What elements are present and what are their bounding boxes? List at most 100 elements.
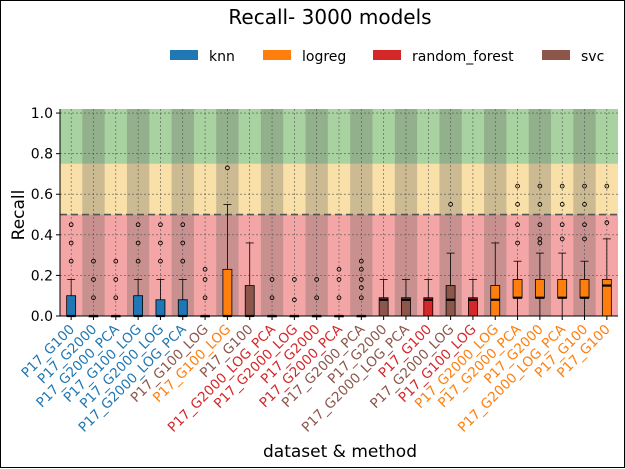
outlier-point [202,266,208,272]
legend-swatch [170,50,198,60]
box-body [177,299,188,317]
box-body [155,299,166,317]
outlier-point [158,222,163,228]
outlier-point [292,277,297,282]
outlier-point [537,183,543,189]
y-axis-ticks: 0.0 0.2 0.4 0.6 0.8 1.0 [31,106,60,325]
outlier-point [135,240,141,246]
legend-item-svc: svc [542,49,604,65]
outlier-point [559,236,565,242]
legend-item-knn: knn [170,49,235,65]
outlier-point [515,240,520,246]
outlier-point [135,258,141,264]
outlier-point [582,236,587,242]
outlier-point [91,277,96,282]
box-logreg [557,183,568,316]
outlier-point [113,258,119,264]
legend-swatch [263,50,291,60]
outlier-point [314,277,320,282]
outlier-point [158,240,163,246]
legend-item-random_forest: random_forest [373,49,514,65]
outlier-point [225,165,230,171]
outlier-point [559,202,565,207]
outlier-point [135,222,141,228]
y-tick-label: 0.6 [31,187,53,203]
outlier-point [515,222,520,228]
outlier-point [202,295,208,301]
column-shade [126,109,150,316]
column-shade [260,109,284,316]
outlier-point [68,258,74,264]
box-body [534,279,545,299]
outlier-point [314,295,320,301]
column-shade [171,109,194,316]
outlier-point [158,258,163,264]
outlier-point [358,266,364,272]
column-shade [439,109,462,316]
chart-title: Recall- 3000 models [228,5,431,29]
legend-label: logreg [302,49,346,65]
outlier-point [515,202,520,207]
legend: knn logreg random_forest svc [170,49,604,65]
outlier-point [180,258,186,264]
column-shade [305,109,328,316]
y-tick-label: 0.8 [31,147,53,163]
y-tick-label: 1.0 [31,106,53,122]
legend-label: random_forest [412,49,514,65]
box-body [66,295,77,317]
legend-label: knn [209,49,235,65]
outlier-point [358,258,364,264]
box-body [579,279,590,299]
box-logreg [512,183,523,316]
outlier-point [202,277,208,282]
outlier-point [336,266,342,272]
outlier-point [358,277,364,282]
outlier-point [559,183,565,189]
outlier-point [537,236,543,242]
outlier-point [515,183,520,189]
outlier-point [537,202,543,207]
outlier-point [604,220,610,225]
box-logreg [579,183,590,316]
y-tick-label: 0.2 [31,268,53,284]
outlier-point [68,240,74,246]
outlier-point [582,222,587,228]
x-axis-ticks: P17_G100P17_G2000P17_G2000_PCAP17_G100_L… [18,316,614,436]
legend-label: svc [581,49,604,65]
outlier-point [336,295,342,301]
column-shade [350,109,373,316]
outlier-point [582,183,587,189]
box-random_forest [468,279,478,317]
outlier-point [292,297,297,303]
outlier-point [559,222,565,228]
outlier-point [269,295,275,301]
box-body [557,279,568,299]
legend-swatch [542,50,570,60]
column-shade [394,109,418,316]
outlier-point [180,222,186,228]
y-tick-label: 0.4 [31,228,53,244]
box-body [244,285,255,317]
outlier-point [91,258,96,264]
legend-item-logreg: logreg [263,49,346,65]
outlier-point [336,277,342,282]
outlier-point [269,277,275,282]
outlier-point [113,295,119,301]
column-shade [484,109,507,316]
outlier-point [448,202,453,207]
outlier-point [537,222,543,228]
outlier-point [91,295,96,301]
outlier-point [582,202,587,207]
column-shade [573,109,596,316]
y-tick-label: 0.0 [31,309,53,325]
outlier-point [180,240,186,246]
outlier-point [358,285,364,290]
outlier-point [68,222,74,228]
x-axis-label: dataset & method [263,442,417,462]
outlier-point [113,277,119,282]
box-body [133,295,144,317]
y-axis-label: Recall [9,190,29,241]
column-shade [528,109,552,316]
